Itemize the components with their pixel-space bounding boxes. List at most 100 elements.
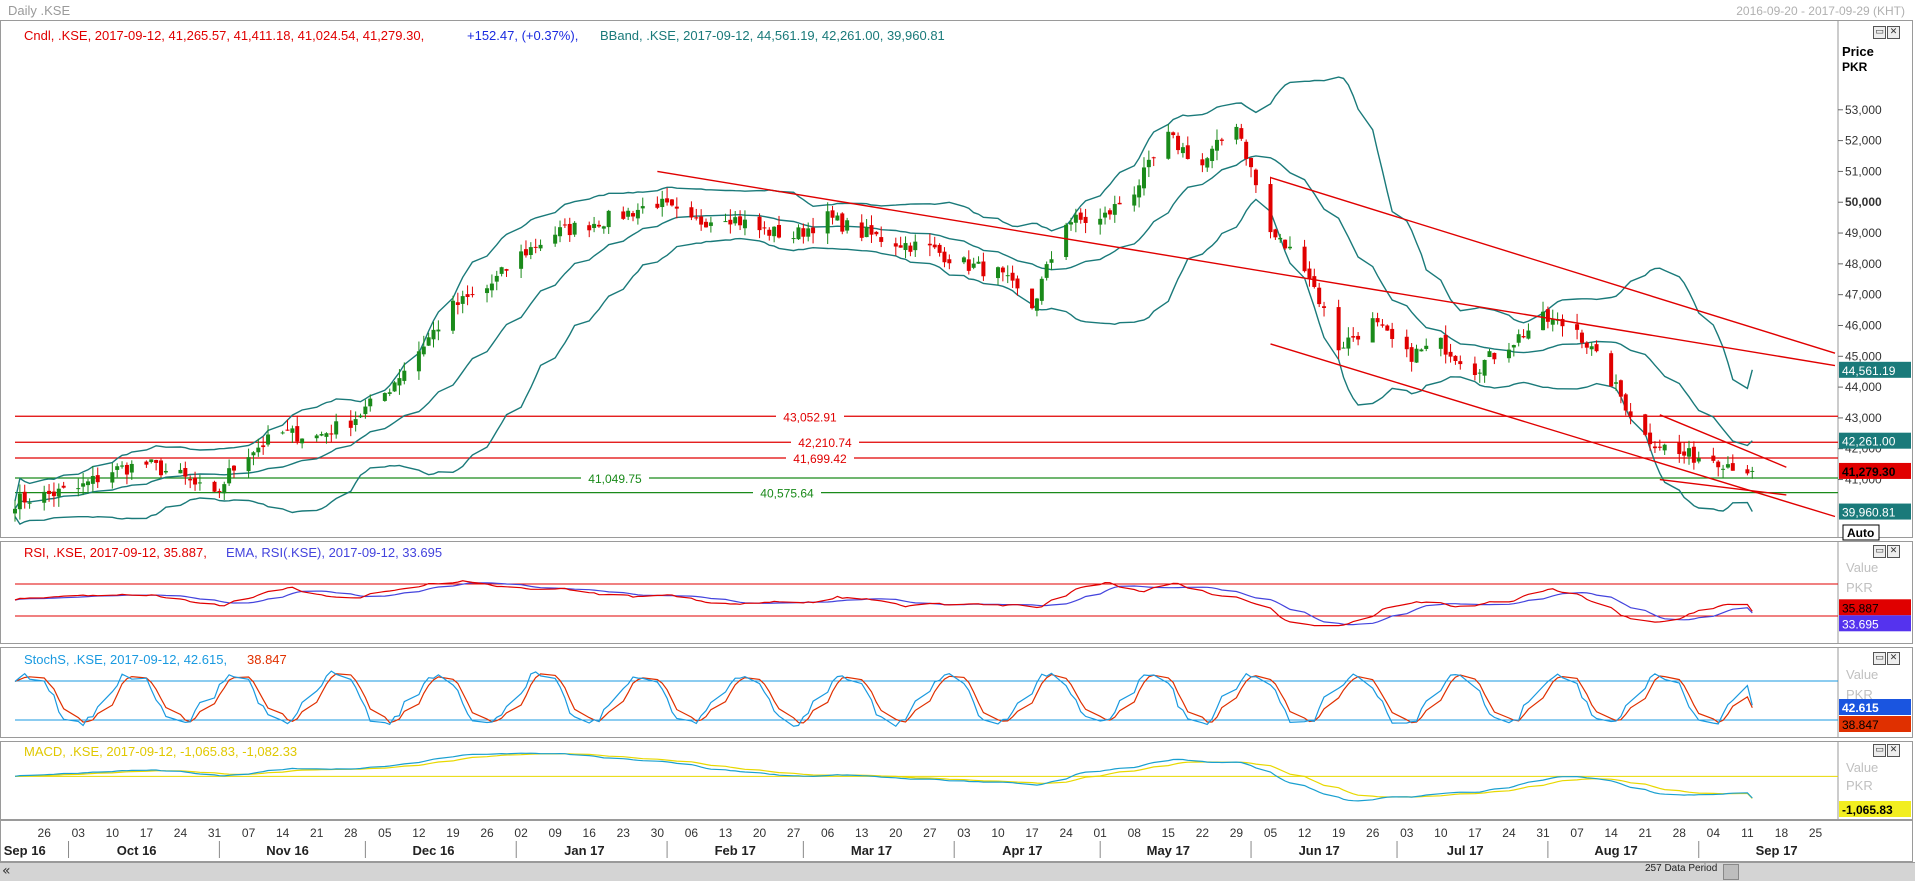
candle-body <box>699 216 704 225</box>
candle-body <box>485 288 490 294</box>
candle-body <box>17 493 22 510</box>
candle-body <box>772 226 777 237</box>
candle-body <box>158 460 163 476</box>
candle-body <box>1283 239 1288 249</box>
candle-body <box>1643 414 1648 435</box>
xtick-day-label: 20 <box>889 826 903 840</box>
legend-macd: MACD, .KSE, 2017-09-12, -1,065.83, -1,08… <box>24 744 297 759</box>
horizontal-scrollbar[interactable] <box>0 862 1915 881</box>
candle-body <box>217 491 222 493</box>
candle-body <box>504 269 509 271</box>
scroll-left-icon[interactable]: « <box>2 863 11 879</box>
stoch-restore-button[interactable]: ▭ <box>1873 652 1886 665</box>
candle-body <box>1073 214 1078 223</box>
data-period-label: 257 Data Period <box>1645 863 1718 874</box>
candle-body <box>1614 382 1619 384</box>
xtick-month-label: Aug 17 <box>1594 843 1637 858</box>
xtick-day-label: 24 <box>174 826 188 840</box>
title-bar <box>0 0 1915 20</box>
xtick-month-label: Jul 17 <box>1447 843 1484 858</box>
candle-body <box>1205 158 1210 168</box>
xtick-day-label: 06 <box>821 826 835 840</box>
candle-body <box>572 222 577 235</box>
macd-restore-button[interactable]: ▭ <box>1873 744 1886 757</box>
candle-body <box>1716 461 1721 468</box>
rsi-axis-unit: PKR <box>1846 580 1873 595</box>
candle-body <box>470 294 475 296</box>
candle-body <box>655 203 660 208</box>
legend-rsi-ema: EMA, RSI(.KSE), 2017-09-12, 33.695 <box>226 545 442 560</box>
stoch-close-button[interactable]: ✕ <box>1887 652 1900 665</box>
auto-button: Auto <box>1847 526 1874 540</box>
candle-body <box>1652 446 1657 449</box>
candle-body <box>1521 336 1526 338</box>
xtick-day-label: 25 <box>1809 826 1823 840</box>
candle-body <box>1103 212 1108 218</box>
candle-body <box>869 225 874 235</box>
stoch-axis-title: Value <box>1846 667 1878 682</box>
candle-body <box>562 224 567 226</box>
ytick-label: 49,000 <box>1845 226 1882 240</box>
candle-body <box>120 465 125 467</box>
candle-body <box>455 302 460 305</box>
price-axis-unit: PKR <box>1842 60 1868 74</box>
candle-body <box>1628 411 1633 418</box>
rsi-close-button[interactable]: ✕ <box>1887 545 1900 558</box>
xtick-day-label: 12 <box>412 826 426 840</box>
xtick-day-label: 14 <box>1604 826 1618 840</box>
candle-body <box>227 468 232 484</box>
rsi-ema-tag: 33.695 <box>1842 617 1879 631</box>
candle-body <box>1317 287 1322 305</box>
candle-body <box>95 475 100 483</box>
candle-body <box>742 219 747 229</box>
candle-body <box>1477 372 1482 374</box>
candle-body <box>937 244 942 253</box>
candle-body <box>811 227 816 234</box>
xtick-month-label: Feb 17 <box>715 843 756 858</box>
candle-body <box>1579 332 1584 343</box>
xtick-day-label: 26 <box>480 826 494 840</box>
xaxis-frame <box>0 820 1913 862</box>
trendline <box>1659 414 1787 468</box>
candle-body <box>1176 135 1181 151</box>
panel-frame <box>0 541 1913 644</box>
xtick-day-label: 02 <box>514 826 528 840</box>
xtick-day-label: 11 <box>1741 826 1754 840</box>
candle-body <box>553 234 558 244</box>
candle-body <box>1151 157 1156 159</box>
trendline <box>657 170 1836 367</box>
scroll-thumb[interactable] <box>1723 864 1739 880</box>
xtick-day-label: 30 <box>651 826 665 840</box>
rsi-restore-button[interactable]: ▭ <box>1873 545 1886 558</box>
macd-close-button[interactable]: ✕ <box>1887 744 1900 757</box>
candle-body <box>903 243 908 251</box>
candle-body <box>1214 139 1219 151</box>
xtick-day-label: 24 <box>1502 826 1516 840</box>
candle-body <box>295 426 300 442</box>
price-tag-bg <box>1839 361 1911 378</box>
candle-body <box>76 488 81 490</box>
price-tag: 39,960.81 <box>1842 506 1896 520</box>
price-restore-button[interactable]: ▭ <box>1873 26 1886 39</box>
level-label: 41,049.75 <box>588 472 642 486</box>
candle-body <box>728 219 733 225</box>
candle-body <box>1034 298 1039 311</box>
macd-axis-title: Value <box>1846 760 1878 775</box>
price-tag: 44,561.19 <box>1842 364 1896 378</box>
candle-body <box>840 213 845 232</box>
candle-body <box>334 421 339 435</box>
ytick-label: 45,000 <box>1845 349 1882 363</box>
candle-body <box>1745 469 1750 474</box>
trendline <box>1270 176 1836 354</box>
trendline <box>1270 343 1836 518</box>
price-close-button[interactable]: ✕ <box>1887 26 1900 39</box>
candle-body <box>835 215 840 221</box>
candle-body <box>231 465 236 471</box>
candle-body <box>762 227 767 229</box>
candle-body <box>1375 318 1380 323</box>
candle-body <box>1424 345 1429 349</box>
price-axis-title: Price <box>1842 44 1874 59</box>
xtick-day-label: 28 <box>344 826 358 840</box>
candle-body <box>489 283 494 291</box>
